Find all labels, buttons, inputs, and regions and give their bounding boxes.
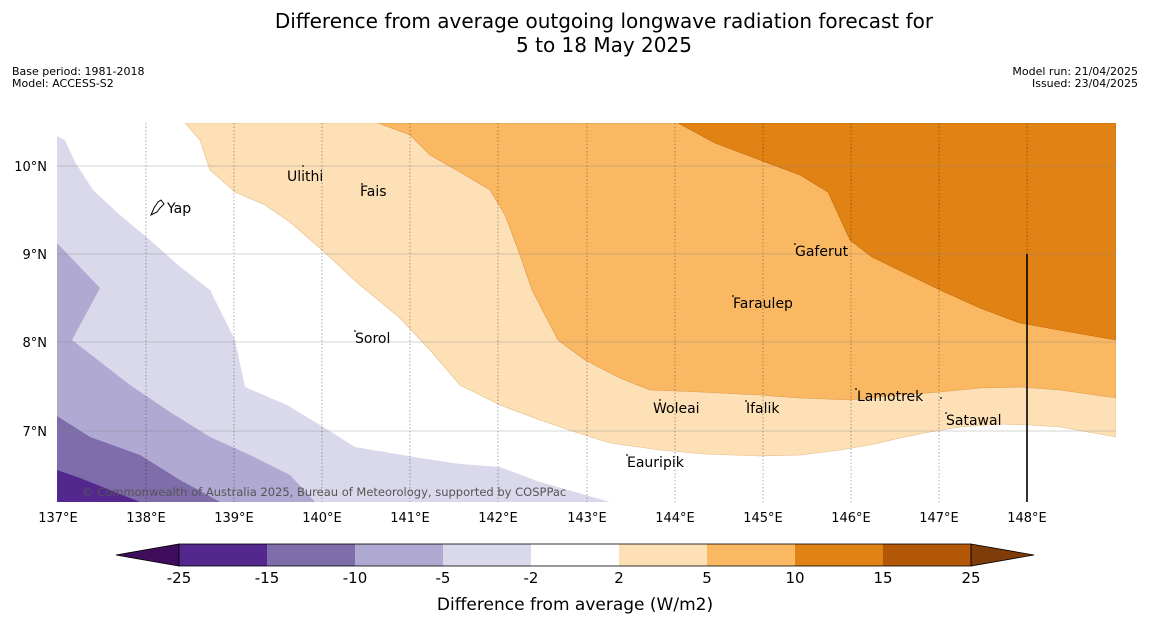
- colorbar-bin-6: [619, 544, 707, 566]
- contour-minus5: [57, 136, 610, 502]
- colorbar-tick: 15: [873, 569, 892, 587]
- map-area: Ulithi Fais Yap Gaferut Faraulep Sorol L…: [57, 123, 1116, 502]
- colorbar-tick: 5: [702, 569, 712, 587]
- place-fais: Fais: [360, 184, 387, 200]
- lon-label-141: 141°E: [390, 511, 430, 526]
- colorbar-bin-1: [179, 544, 267, 566]
- colorbar-bin-3: [355, 544, 443, 566]
- latitude-labels: 10°N 9°N 8°N 7°N: [14, 160, 47, 440]
- lat-label-7: 7°N: [23, 425, 48, 440]
- place-labels: Ulithi Fais Yap Gaferut Faraulep Sorol L…: [166, 169, 1001, 471]
- copyright-notice: © Commonwealth of Australia 2025, Bureau…: [82, 485, 566, 499]
- lon-label-138: 138°E: [126, 511, 166, 526]
- colorbar: [115, 543, 1035, 567]
- lon-label-148: 148°E: [1007, 511, 1047, 526]
- colorbar-bin-2: [267, 544, 355, 566]
- lon-label-143: 143°E: [567, 511, 607, 526]
- meta-right: Model run: 21/04/2025 Issued: 23/04/2025: [1012, 66, 1138, 90]
- lon-label-140: 140°E: [302, 511, 342, 526]
- island-dots: [302, 165, 947, 456]
- colorbar-tick: -2: [524, 569, 539, 587]
- colorbar-low-extend: [115, 543, 180, 567]
- title-line-2: 5 to 18 May 2025: [516, 33, 692, 57]
- lon-label-144: 144°E: [655, 511, 695, 526]
- colorbar-label: Difference from average (W/m2): [437, 595, 713, 615]
- lat-label-8: 8°N: [23, 336, 48, 351]
- issued-date: Issued: 23/04/2025: [1031, 77, 1138, 90]
- colorbar-high-extend: [970, 543, 1035, 567]
- colorbar-tick: 2: [614, 569, 624, 587]
- colorbar-tick: -10: [343, 569, 368, 587]
- yap-island-outline: [150, 199, 165, 217]
- lon-label-142: 142°E: [478, 511, 518, 526]
- map-latitude-lines: [57, 165, 1116, 432]
- model-name: Model: ACCESS-S2: [12, 77, 114, 90]
- place-faraulep: Faraulep: [733, 296, 793, 312]
- colorbar-bin-8: [795, 544, 883, 566]
- lat-label-10: 10°N: [14, 160, 47, 175]
- map-title: Difference from average outgoing longwav…: [0, 9, 1150, 57]
- colorbar-bin-5: [531, 544, 619, 566]
- lon-label-139: 139°E: [214, 511, 254, 526]
- colorbar-tick: -15: [255, 569, 280, 587]
- place-gaferut: Gaferut: [795, 244, 849, 260]
- contour-minus10: [57, 243, 315, 502]
- meta-left: Base period: 1981-2018 Model: ACCESS-S2: [12, 66, 144, 90]
- place-woleai: Woleai: [653, 401, 700, 417]
- place-ifalik: Ifalik: [746, 401, 780, 417]
- lat-label-9: 9°N: [23, 248, 48, 263]
- model-run: Model run: 21/04/2025: [1012, 65, 1138, 78]
- lon-label-137: 137°E: [38, 511, 78, 526]
- lon-label-145: 145°E: [743, 511, 783, 526]
- place-eauripik: Eauripik: [627, 455, 685, 471]
- colorbar-bin-9: [883, 544, 971, 566]
- colorbar-tick: -5: [436, 569, 451, 587]
- place-lamotrek: Lamotrek: [857, 389, 924, 405]
- longitude-labels: 137°E 138°E 139°E 140°E 141°E 142°E 143°…: [38, 511, 1047, 526]
- place-sorol: Sorol: [355, 331, 390, 347]
- contour-plus10: [677, 123, 1116, 341]
- contour-minus15: [57, 416, 220, 502]
- colorbar-ticks: -25 -15 -10 -5 -2 2 5 10 15 25: [167, 569, 981, 587]
- place-satawal: Satawal: [946, 413, 1001, 429]
- colorbar-tick: -25: [167, 569, 192, 587]
- colorbar-bin-7: [707, 544, 795, 566]
- colorbar-frame: [178, 543, 972, 567]
- lon-label-146: 146°E: [831, 511, 871, 526]
- place-ulithi: Ulithi: [287, 169, 323, 185]
- colorbar-bin-4: [443, 544, 531, 566]
- lon-label-147: 147°E: [919, 511, 959, 526]
- colorbar-tick: 25: [961, 569, 980, 587]
- place-yap: Yap: [166, 201, 191, 217]
- title-line-1: Difference from average outgoing longwav…: [274, 9, 934, 33]
- base-period: Base period: 1981-2018: [12, 65, 145, 78]
- contour-minus25: [57, 470, 140, 502]
- colorbar-tick: 10: [785, 569, 804, 587]
